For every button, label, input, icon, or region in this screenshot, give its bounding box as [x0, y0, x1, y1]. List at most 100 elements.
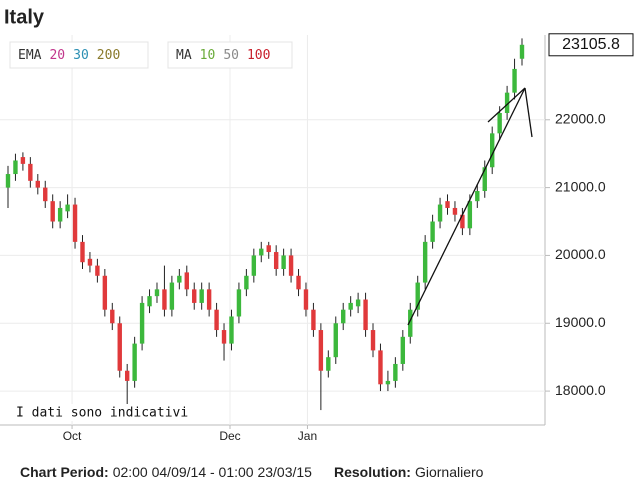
candle-body	[266, 245, 271, 253]
candle-body	[244, 275, 249, 290]
y-tick-label: 18000.0	[555, 382, 606, 398]
candle-body	[177, 275, 182, 283]
footer-value: 02:00 04/09/14 - 01:00 23/03/15	[113, 464, 312, 480]
candle-body	[147, 296, 152, 307]
candle-body	[221, 330, 227, 344]
candle-body	[385, 380, 391, 385]
legend-ma: MA 10 50 100	[176, 48, 270, 63]
candle-body	[259, 248, 264, 256]
legend-period: 30	[73, 48, 89, 63]
candle-body	[65, 204, 70, 212]
legend-ema: EMA 20 30 200	[18, 48, 120, 63]
candle-body	[430, 221, 435, 242]
candle-body	[117, 323, 122, 371]
candle-body	[13, 160, 18, 175]
trend-line	[407, 87, 526, 326]
candle-body	[467, 201, 473, 229]
candle-body	[415, 282, 420, 310]
candle-body	[288, 255, 294, 276]
last-value-label: 23105.8	[562, 36, 620, 53]
candle-body	[132, 343, 137, 381]
candle-body	[504, 92, 510, 113]
candle-body	[273, 252, 279, 269]
x-tick-label: Oct	[63, 429, 82, 443]
candle-body	[445, 201, 450, 208]
candle-body	[355, 299, 361, 307]
candle-body	[452, 207, 458, 215]
footer-value: Giornaliero	[415, 464, 484, 480]
candle-body	[236, 289, 242, 317]
candle-body	[519, 44, 525, 59]
candle-body	[87, 258, 93, 266]
candle-body	[318, 330, 324, 371]
footer-label: Resolution:	[334, 464, 411, 480]
candle-body	[20, 157, 26, 164]
legend-box	[9, 41, 149, 69]
candle-body	[490, 133, 495, 168]
candle-body	[326, 357, 331, 371]
candle-body	[363, 299, 368, 331]
candle-body	[206, 289, 212, 310]
candle-body	[154, 289, 160, 297]
candle-body	[393, 363, 398, 381]
candle-body	[281, 255, 286, 269]
x-tick-label: Jan	[298, 429, 317, 443]
candle-body	[28, 163, 33, 181]
candle-body	[296, 275, 301, 290]
candle-body	[378, 350, 383, 385]
candle-body	[192, 289, 197, 303]
candle-body	[199, 289, 204, 303]
candle-body	[57, 207, 63, 222]
candle-body	[229, 316, 234, 344]
legend-box	[167, 41, 293, 69]
candle-body	[400, 336, 406, 364]
y-tick-label: 19000.0	[555, 314, 606, 330]
candle-body	[184, 272, 189, 290]
y-tick-label: 20000.0	[555, 246, 606, 262]
legend-period: 200	[97, 48, 120, 63]
candle-body	[95, 265, 100, 276]
legend-period: 20	[49, 48, 65, 63]
candle-body	[482, 167, 487, 191]
candle-body	[214, 309, 219, 331]
candle-body	[72, 204, 78, 242]
candle-body	[139, 302, 145, 344]
y-tick-label: 21000.0	[555, 178, 606, 194]
candle-body	[124, 370, 130, 381]
candle-body	[348, 302, 353, 310]
candle-body	[333, 323, 338, 358]
candle-body	[162, 289, 167, 310]
candle-body	[5, 174, 11, 188]
candle-body	[422, 241, 428, 283]
legend-period: 10	[200, 48, 216, 63]
candle-body	[475, 191, 480, 202]
candle-body	[80, 241, 85, 263]
x-tick-label: Dec	[219, 429, 240, 443]
candle-body	[251, 255, 257, 276]
candle-body	[370, 330, 376, 351]
candle-body	[460, 214, 465, 229]
legend-label: EMA	[18, 48, 42, 63]
arrow-head	[524, 87, 533, 138]
candle-body	[408, 309, 413, 337]
chart-title: Italy	[4, 6, 45, 28]
candle-body	[102, 275, 108, 310]
candle-body	[311, 309, 316, 331]
legend-label: MA	[176, 48, 192, 63]
candle-body	[512, 68, 517, 93]
watermark: I dati sono indicativi	[16, 406, 188, 421]
watermark-bg	[13, 404, 165, 421]
candle-body	[110, 309, 115, 324]
footer: Chart Period: 02:00 04/09/14 - 01:00 23/0…	[20, 464, 484, 480]
footer-label: Chart Period:	[20, 464, 109, 480]
candle-body	[50, 201, 55, 222]
candle-body	[341, 309, 346, 324]
candle-body	[437, 204, 443, 222]
arrow-head	[487, 87, 526, 123]
candle-body	[497, 113, 502, 134]
last-value-box	[548, 33, 634, 57]
legend-period: 100	[247, 48, 270, 63]
legend-period: 50	[223, 48, 239, 63]
y-tick-label: 22000.0	[555, 110, 606, 126]
